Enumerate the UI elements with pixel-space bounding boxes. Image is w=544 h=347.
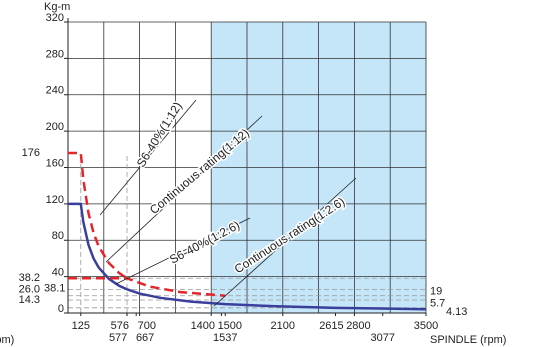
leader-line bbox=[115, 217, 251, 285]
value-label: 14.3 bbox=[19, 294, 40, 306]
y-tick-label: 320 bbox=[46, 12, 64, 24]
y-tick-label: 80 bbox=[52, 230, 64, 242]
x-tick-label: 2100 bbox=[271, 320, 295, 332]
x-tick-label: 1400 bbox=[191, 320, 215, 332]
y-tick-label: 280 bbox=[46, 48, 64, 60]
series-line bbox=[126, 288, 427, 311]
y-tick-label: 240 bbox=[46, 85, 64, 97]
x-tick-label: 700 bbox=[138, 320, 156, 332]
value-label: 176 bbox=[22, 147, 40, 159]
x-tick-label: 1537 bbox=[213, 332, 237, 344]
x-tick-label: 3077 bbox=[370, 332, 394, 344]
x-axis-label: SPINDLE (rpm) bbox=[430, 334, 506, 346]
leader-line bbox=[99, 99, 197, 216]
x-tick-label: 2615 bbox=[319, 320, 343, 332]
value-label: 5.7 bbox=[430, 298, 445, 310]
leader-line bbox=[213, 177, 357, 307]
value-label: 19 bbox=[430, 286, 442, 298]
x-tick-label: 3500 bbox=[414, 320, 438, 332]
y-tick-label: 200 bbox=[46, 121, 64, 133]
value-label: 4.13 bbox=[446, 306, 467, 318]
x-tick-label: 577 bbox=[109, 332, 127, 344]
x-axis-label-left: (rpm) bbox=[0, 334, 14, 346]
x-tick-label: 667 bbox=[136, 332, 154, 344]
x-tick-label: 2800 bbox=[346, 320, 370, 332]
series-label: S6-40%(1:12) bbox=[134, 99, 185, 169]
value-label: 38.2 bbox=[19, 272, 40, 284]
y-tick-label: 160 bbox=[46, 157, 64, 169]
series-line bbox=[68, 151, 128, 280]
y-axis-label: Kg-m bbox=[44, 1, 70, 13]
y-tick-label: 0 bbox=[58, 303, 64, 315]
y-tick-label: 120 bbox=[46, 194, 64, 206]
x-tick-label: 125 bbox=[72, 320, 90, 332]
value-label: 26.0 bbox=[19, 283, 40, 295]
series-line bbox=[68, 277, 226, 297]
value-label: 38.1 bbox=[44, 282, 65, 294]
leader-line bbox=[105, 115, 263, 263]
series-line bbox=[68, 202, 128, 291]
y-tick-label: 40 bbox=[52, 267, 64, 279]
x-tick-label: 576 bbox=[111, 320, 129, 332]
x-tick-label: 1500 bbox=[218, 320, 242, 332]
